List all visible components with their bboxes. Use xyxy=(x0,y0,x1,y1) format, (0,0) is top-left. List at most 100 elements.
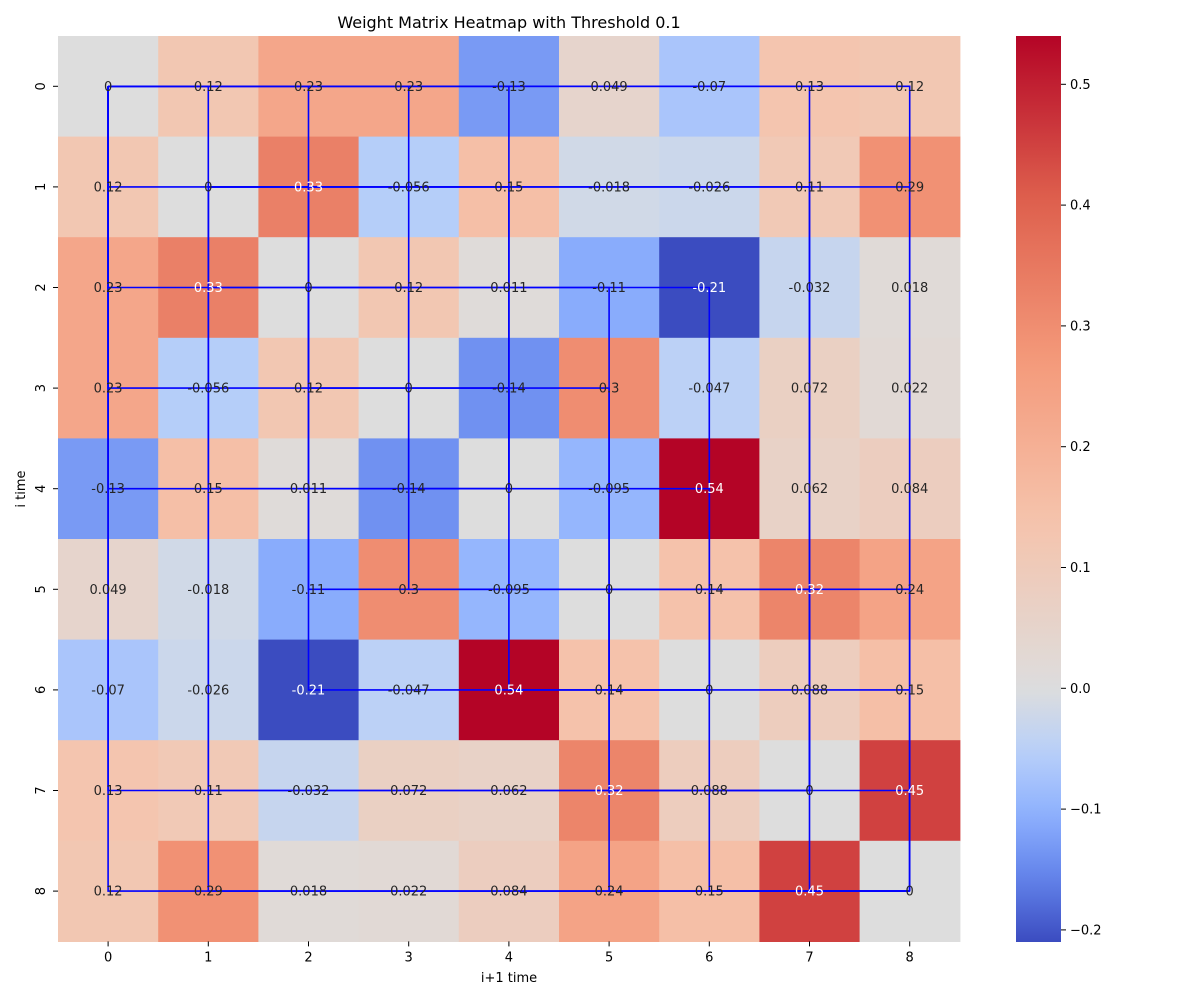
colorbar-tick-label: 0.3 xyxy=(1070,319,1091,334)
x-tick-label: 4 xyxy=(505,950,513,965)
y-tick-label: 6 xyxy=(34,686,49,694)
cell-value-label: 0.15 xyxy=(695,885,724,900)
threshold-connections xyxy=(107,85,911,892)
cell-value-label: 0.072 xyxy=(791,382,828,397)
cell-value-label: 0 xyxy=(906,885,914,900)
colorbar-tick-label: 0.4 xyxy=(1070,199,1091,214)
cell-value-label: -0.13 xyxy=(91,482,125,497)
cell-value-label: 0.088 xyxy=(791,683,828,698)
cell-value-label: 0.45 xyxy=(795,885,824,900)
cell-value-label: -0.056 xyxy=(388,180,430,195)
cell-value-label: -0.018 xyxy=(187,583,229,598)
cell-value-label: 0.23 xyxy=(294,80,323,95)
cell-value-label: -0.026 xyxy=(187,683,229,698)
cell-value-label: -0.047 xyxy=(388,683,430,698)
x-tick-label: 6 xyxy=(705,950,713,965)
cell-value-label: 0.084 xyxy=(891,482,928,497)
cell-value-label: 0.018 xyxy=(290,885,327,900)
cell-value-label: 0.24 xyxy=(895,583,924,598)
cell-value-label: 0.54 xyxy=(695,482,724,497)
cell-value-label: 0.23 xyxy=(94,382,123,397)
colorbar-tick-label: 0.2 xyxy=(1070,440,1091,455)
x-tick-label: 0 xyxy=(104,950,112,965)
cell-value-label: 0.15 xyxy=(494,180,523,195)
cell-value-label: 0.018 xyxy=(891,281,928,296)
cell-value-label: 0.12 xyxy=(94,180,123,195)
cell-value-label: 0.12 xyxy=(895,80,924,95)
cell-value-label: 0.23 xyxy=(94,281,123,296)
y-tick-label: 3 xyxy=(34,384,49,392)
cell-value-label: 0.14 xyxy=(595,683,624,698)
y-tick-label: 0 xyxy=(34,82,49,90)
cell-value-label: 0.12 xyxy=(94,885,123,900)
cell-value-label: -0.026 xyxy=(688,180,730,195)
cell-value-label: -0.13 xyxy=(492,80,526,95)
connection-line xyxy=(808,790,910,892)
cell-value-label: -0.11 xyxy=(292,583,326,598)
y-tick-label: 8 xyxy=(34,887,49,895)
cell-value-label: 0.049 xyxy=(590,80,627,95)
cell-value-label: -0.032 xyxy=(789,281,831,296)
cell-value-label: 0.24 xyxy=(595,885,624,900)
x-tick-label: 7 xyxy=(805,950,813,965)
cell-value-label: -0.032 xyxy=(288,784,330,799)
cell-value-label: 0 xyxy=(204,180,212,195)
cell-value-label: 0.32 xyxy=(595,784,624,799)
cell-value-label: 0.11 xyxy=(194,784,223,799)
cell-value-label: 0.12 xyxy=(194,80,223,95)
cell-value-label: 0 xyxy=(304,281,312,296)
connection-line xyxy=(809,789,911,892)
cell-value-label: 0.022 xyxy=(390,885,427,900)
cell-value-label: 0 xyxy=(605,583,613,598)
cell-value-label: -0.11 xyxy=(592,281,626,296)
y-tick-label: 2 xyxy=(34,283,49,291)
cell-value-label: 0.011 xyxy=(490,281,527,296)
cell-value-label: 0.022 xyxy=(891,382,928,397)
cell-value-label: 0.15 xyxy=(194,482,223,497)
x-tick-label: 3 xyxy=(405,950,413,965)
cell-value-label: 0.13 xyxy=(795,80,824,95)
cell-value-label: 0.3 xyxy=(599,382,620,397)
y-tick-label: 1 xyxy=(34,183,49,191)
cell-value-label: 0 xyxy=(705,683,713,698)
colorbar-tick-label: 0.5 xyxy=(1070,78,1091,93)
cell-value-label: -0.14 xyxy=(492,382,526,397)
cell-value-label: 0.062 xyxy=(490,784,527,799)
x-axis-label: i+1 time xyxy=(481,971,537,986)
cell-value-label: -0.095 xyxy=(488,583,530,598)
x-tick-label: 1 xyxy=(204,950,212,965)
cell-value-label: 0.049 xyxy=(89,583,126,598)
cell-value-label: 0.011 xyxy=(290,482,327,497)
cell-value-label: -0.018 xyxy=(588,180,630,195)
cell-value-label: 0.54 xyxy=(494,683,523,698)
x-tick-label: 2 xyxy=(304,950,312,965)
cell-value-label: 0.32 xyxy=(795,583,824,598)
cell-value-label: 0.062 xyxy=(791,482,828,497)
cell-value-label: -0.21 xyxy=(692,281,726,296)
connection-line xyxy=(407,388,610,591)
x-axis: 0 1 2 3 4 5 6 7 8 xyxy=(104,941,914,965)
cell-annotations: 0 0.12 0.23 0.23 -0.13 0.049 -0.07 0.13 0.12 0.12… xyxy=(89,80,928,900)
cell-value-label: 0.084 xyxy=(490,885,527,900)
cell-value-label: 0.11 xyxy=(795,180,824,195)
cell-value-label: 0.15 xyxy=(895,683,924,698)
cell-value-label: 0 xyxy=(505,482,513,497)
cell-value-label: 0.3 xyxy=(398,583,419,598)
cell-value-label: 0.33 xyxy=(194,281,223,296)
cell-value-label: -0.095 xyxy=(588,482,630,497)
colorbar-tick-label: 0.0 xyxy=(1070,682,1091,697)
colorbar xyxy=(1016,36,1061,942)
y-tick-label: 5 xyxy=(34,585,49,593)
colorbar-tick-label: −0.2 xyxy=(1070,923,1102,938)
y-axis: 0 1 2 3 4 5 6 7 8 xyxy=(34,82,58,895)
cell-value-label: 0.088 xyxy=(691,784,728,799)
y-tick-label: 4 xyxy=(34,485,49,493)
cell-value-label: -0.14 xyxy=(392,482,426,497)
cell-value-label: 0.33 xyxy=(294,180,323,195)
cell-value-label: 0.12 xyxy=(294,382,323,397)
cell-value-label: 0.29 xyxy=(194,885,223,900)
cell-value-label: 0.12 xyxy=(394,281,423,296)
cell-value-label: -0.056 xyxy=(187,382,229,397)
cell-value-label: -0.07 xyxy=(91,683,125,698)
